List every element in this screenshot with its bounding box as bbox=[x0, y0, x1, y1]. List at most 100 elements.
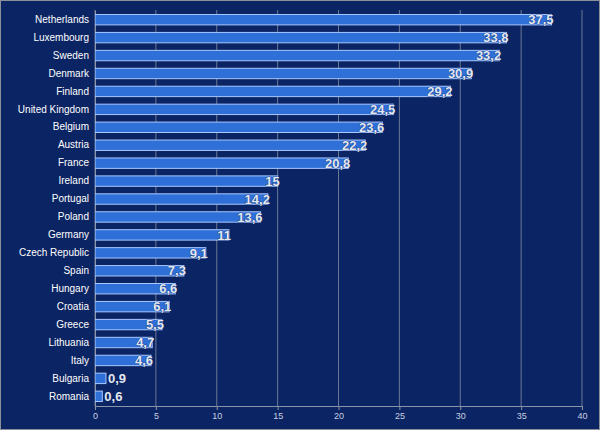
y-tick: Netherlands bbox=[35, 14, 95, 25]
y-tick: Lithuania bbox=[48, 337, 95, 348]
bar bbox=[95, 212, 261, 222]
bar bbox=[95, 391, 102, 401]
bar bbox=[95, 140, 365, 150]
data-label: 22,2 bbox=[342, 138, 367, 153]
y-tick: Poland bbox=[58, 211, 95, 222]
bar bbox=[95, 194, 268, 204]
y-tick-label: Ireland bbox=[58, 175, 89, 186]
x-axis-line bbox=[96, 407, 583, 411]
data-label: 11 bbox=[217, 228, 231, 243]
background bbox=[1, 1, 600, 430]
chart: 0510152025303540NetherlandsLuxembourgSwe… bbox=[0, 0, 600, 430]
y-tick-label: Belgium bbox=[53, 121, 89, 132]
y-tick: Sweden bbox=[53, 50, 95, 61]
y-tick: Italy bbox=[71, 355, 95, 366]
x-tick: 25 bbox=[395, 406, 405, 421]
y-tick: Romania bbox=[49, 391, 95, 402]
y-tick: Denmark bbox=[48, 68, 95, 79]
data-label: 9,1 bbox=[190, 246, 208, 261]
x-tick-mark bbox=[156, 406, 157, 410]
data-label: 4,6 bbox=[135, 353, 153, 368]
data-label: 33,2 bbox=[476, 48, 501, 63]
y-tick-label: Bulgaria bbox=[52, 373, 89, 384]
bar bbox=[95, 104, 393, 114]
y-tick-label: Finland bbox=[56, 86, 89, 97]
y-tick-label: United Kingdom bbox=[18, 104, 89, 115]
x-tick: 0 bbox=[93, 406, 98, 421]
grid-line bbox=[521, 10, 522, 406]
x-tick-mark bbox=[95, 406, 96, 410]
y-tick-label: Croatia bbox=[57, 301, 90, 312]
y-tick-label: Czech Republic bbox=[19, 247, 89, 258]
y-tick: Portugal bbox=[52, 193, 95, 204]
x-tick-mark bbox=[339, 406, 340, 410]
y-tick-label: Germany bbox=[48, 229, 89, 240]
y-tick-label: Denmark bbox=[48, 68, 90, 79]
bar bbox=[95, 14, 552, 24]
y-tick-label: Greece bbox=[56, 319, 89, 330]
y-tick: Germany bbox=[48, 229, 95, 240]
plot: 0510152025303540NetherlandsLuxembourgSwe… bbox=[18, 10, 588, 421]
bar bbox=[95, 86, 451, 96]
x-tick: 15 bbox=[273, 406, 283, 421]
x-tick: 20 bbox=[334, 406, 344, 421]
x-tick-label: 30 bbox=[456, 411, 466, 421]
y-tick-label: Romania bbox=[49, 391, 89, 402]
data-label: 7,3 bbox=[168, 263, 186, 278]
data-label: 33,8 bbox=[483, 30, 508, 45]
x-tick: 40 bbox=[577, 406, 587, 421]
x-tick-mark bbox=[217, 406, 218, 410]
x-tick-label: 5 bbox=[154, 411, 159, 421]
bar bbox=[95, 230, 229, 240]
y-axis: Netherlands Luxembourg Sweden Denmark Finlan… bbox=[18, 11, 96, 407]
x-tick-label: 0 bbox=[93, 411, 98, 421]
y-tick: Spain bbox=[63, 265, 95, 276]
y-tick-label: Netherlands bbox=[35, 14, 89, 25]
data-label: 4,7 bbox=[136, 335, 154, 350]
data-labels: 37,533,833,230,929,224,523,622,220,81514… bbox=[104, 12, 553, 404]
y-tick-label: Portugal bbox=[52, 193, 89, 204]
x-tick: 5 bbox=[154, 406, 159, 421]
bar bbox=[95, 122, 382, 132]
y-tick-label: France bbox=[58, 157, 90, 168]
bars bbox=[95, 14, 552, 401]
y-tick: France bbox=[58, 157, 95, 168]
data-label: 29,2 bbox=[427, 84, 452, 99]
data-label: 6,1 bbox=[153, 299, 171, 314]
data-label: 23,6 bbox=[359, 120, 384, 135]
bar bbox=[95, 373, 106, 383]
y-tick-label: Sweden bbox=[53, 50, 89, 61]
data-label: 20,8 bbox=[325, 156, 350, 171]
bar bbox=[95, 68, 471, 78]
x-tick-label: 15 bbox=[273, 411, 283, 421]
data-label: 6,6 bbox=[159, 281, 177, 296]
y-tick: Austria bbox=[58, 139, 95, 150]
x-tick-label: 25 bbox=[395, 411, 405, 421]
data-label: 14,2 bbox=[245, 192, 270, 207]
y-tick-label: Poland bbox=[58, 211, 89, 222]
grid-line bbox=[582, 10, 583, 406]
y-tick: Greece bbox=[56, 319, 95, 330]
x-tick-label: 35 bbox=[517, 411, 527, 421]
y-tick: United Kingdom bbox=[18, 104, 95, 115]
data-label: 15 bbox=[265, 174, 279, 189]
grid bbox=[95, 10, 582, 406]
x-tick-mark bbox=[521, 406, 522, 410]
data-label: 13,6 bbox=[237, 210, 262, 225]
bar bbox=[95, 158, 348, 168]
x-tick-mark bbox=[460, 406, 461, 410]
y-tick: Ireland bbox=[58, 175, 95, 186]
x-tick-mark bbox=[278, 406, 279, 410]
y-tick: Belgium bbox=[53, 121, 95, 132]
y-tick: Luxembourg bbox=[33, 32, 95, 43]
data-label: 24,5 bbox=[370, 102, 395, 117]
data-label: 0,6 bbox=[104, 389, 122, 404]
y-tick-label: Italy bbox=[71, 355, 89, 366]
data-label: 37,5 bbox=[528, 12, 553, 27]
bar bbox=[95, 176, 278, 186]
data-label: 5,5 bbox=[146, 317, 164, 332]
x-tick-label: 20 bbox=[334, 411, 344, 421]
y-tick: Hungary bbox=[51, 283, 95, 294]
x-tick: 30 bbox=[456, 406, 466, 421]
bar bbox=[95, 50, 499, 60]
